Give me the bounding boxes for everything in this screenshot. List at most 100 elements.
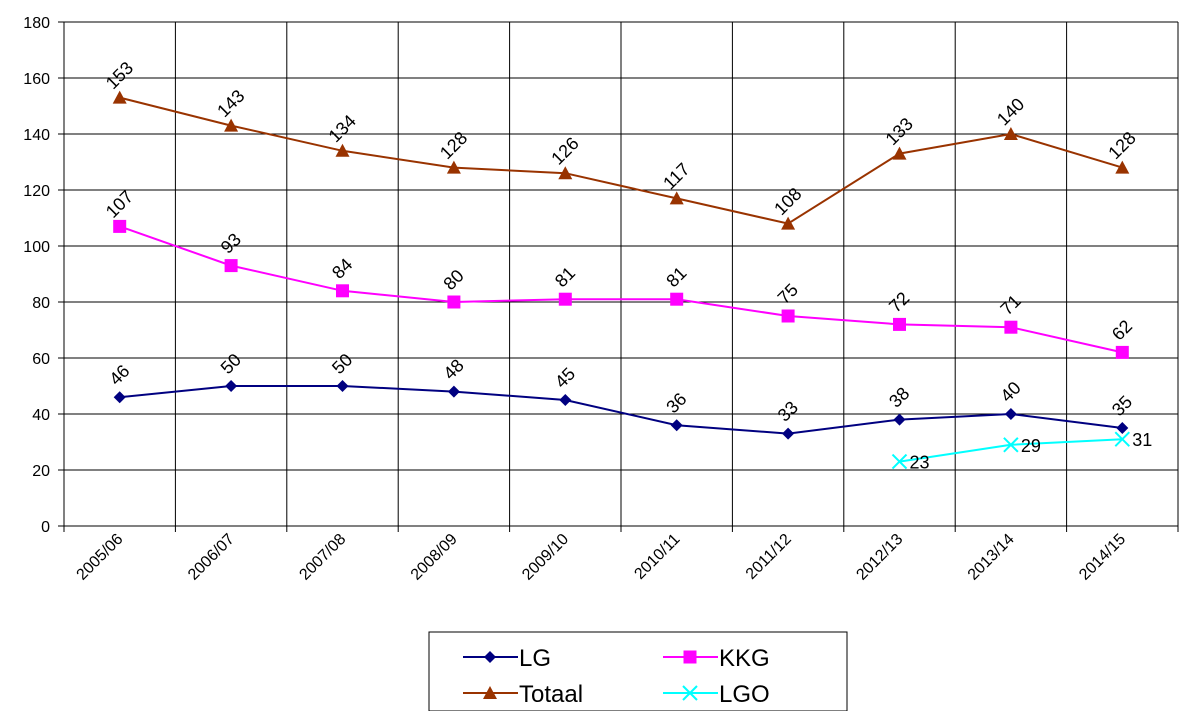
data-label: 108 xyxy=(770,184,805,219)
legend-label: KKG xyxy=(719,645,770,672)
series-lgo xyxy=(891,431,1131,470)
data-point xyxy=(225,380,238,392)
data-label: 153 xyxy=(102,58,137,93)
data-label: 23 xyxy=(910,453,930,473)
y-tick-label: 180 xyxy=(23,15,50,32)
data-label: 31 xyxy=(1132,430,1152,450)
data-label: 81 xyxy=(662,263,690,291)
data-point xyxy=(335,143,350,157)
data-label: 36 xyxy=(662,389,690,417)
data-point xyxy=(113,219,127,233)
data-label: 50 xyxy=(217,350,245,378)
data-label: 48 xyxy=(440,355,468,383)
data-label: 117 xyxy=(659,159,693,193)
data-point xyxy=(559,394,572,406)
data-label: 40 xyxy=(997,378,1025,406)
data-label: 107 xyxy=(102,186,137,221)
chart-legend: LG KKG Totaal LGO xyxy=(428,631,848,711)
legend-label: LG xyxy=(519,645,551,672)
data-label: 126 xyxy=(547,133,582,168)
data-point xyxy=(893,413,906,426)
data-label: 81 xyxy=(551,263,579,291)
legend-label: Totaal xyxy=(519,681,583,708)
y-tick-label: 120 xyxy=(23,183,50,200)
y-tick-label: 20 xyxy=(32,463,50,480)
data-point xyxy=(1003,437,1019,453)
data-label: 72 xyxy=(885,288,913,316)
data-point xyxy=(1115,345,1129,359)
x-tick-label: 2014/15 xyxy=(1076,531,1129,584)
data-point xyxy=(1116,422,1129,434)
series-totaal xyxy=(112,90,1130,230)
x-tick-label: 2013/14 xyxy=(965,531,1018,584)
y-tick-label: 160 xyxy=(23,71,50,88)
data-label: 62 xyxy=(1108,316,1136,344)
data-point xyxy=(558,166,573,180)
data-point xyxy=(1004,408,1017,420)
data-point xyxy=(558,292,572,306)
data-point xyxy=(112,90,127,104)
data-point xyxy=(893,317,906,331)
data-point xyxy=(782,427,795,440)
data-point xyxy=(447,295,461,309)
x-tick-label: 2012/13 xyxy=(853,531,906,584)
legend-marker xyxy=(484,651,496,663)
data-label: 128 xyxy=(436,128,471,163)
data-point xyxy=(1004,320,1018,334)
chart-data-labels: 46 50 50 48 45 36 33 38 40 35 107 93 84 80 81 81 75 72 71 6… xyxy=(102,58,1153,473)
legend-marker xyxy=(483,686,497,699)
legend-item-lgo: LGO xyxy=(663,681,770,708)
data-point xyxy=(224,259,238,273)
x-tick-label: 2008/09 xyxy=(408,531,461,584)
legend-item-totaal: Totaal xyxy=(463,681,583,708)
data-point xyxy=(1003,127,1018,140)
chart-series xyxy=(112,90,1131,470)
x-tick-label: 2011/12 xyxy=(743,531,795,583)
series-lg xyxy=(113,380,1129,440)
data-label: 45 xyxy=(551,364,579,392)
legend-marker xyxy=(683,650,697,664)
series-line xyxy=(119,385,1123,435)
x-tick-label: 2006/07 xyxy=(185,531,238,584)
y-tick-label: 0 xyxy=(41,519,50,536)
chart-grid xyxy=(64,21,1179,526)
legend-item-kkg: KKG xyxy=(663,645,770,672)
data-point xyxy=(669,191,684,205)
data-label: 75 xyxy=(774,280,802,308)
data-label: 35 xyxy=(1108,392,1136,420)
x-tick-label: 2010/11 xyxy=(631,531,683,583)
x-tick-label: 2009/10 xyxy=(519,531,572,584)
data-point xyxy=(781,216,796,230)
data-label: 133 xyxy=(882,114,917,149)
data-point xyxy=(336,284,349,298)
y-tick-label: 80 xyxy=(32,295,50,312)
data-label: 80 xyxy=(440,266,468,294)
data-label: 71 xyxy=(997,291,1025,319)
data-label: 134 xyxy=(325,111,360,146)
series-line xyxy=(899,438,1123,463)
data-point xyxy=(670,292,684,306)
data-label: 38 xyxy=(885,383,913,411)
data-label: 143 xyxy=(213,86,248,121)
data-point xyxy=(670,419,683,432)
data-point xyxy=(891,453,908,470)
legend-marker xyxy=(682,685,698,701)
series-kkg xyxy=(113,219,1129,359)
data-point xyxy=(336,380,349,392)
x-tick-label: 2007/08 xyxy=(296,531,349,584)
data-point xyxy=(892,146,907,160)
data-point xyxy=(1114,431,1131,447)
legend-label: LGO xyxy=(719,681,770,708)
series-line xyxy=(119,225,1123,354)
data-point xyxy=(446,160,461,174)
data-point xyxy=(113,391,126,404)
data-point xyxy=(447,385,460,398)
data-label: 50 xyxy=(328,350,356,378)
y-tick-label: 140 xyxy=(23,127,50,144)
data-point xyxy=(224,118,239,132)
legend-box xyxy=(428,631,848,711)
data-label: 128 xyxy=(1104,128,1139,163)
data-label: 93 xyxy=(217,229,245,257)
y-tick-label: 40 xyxy=(32,407,50,424)
